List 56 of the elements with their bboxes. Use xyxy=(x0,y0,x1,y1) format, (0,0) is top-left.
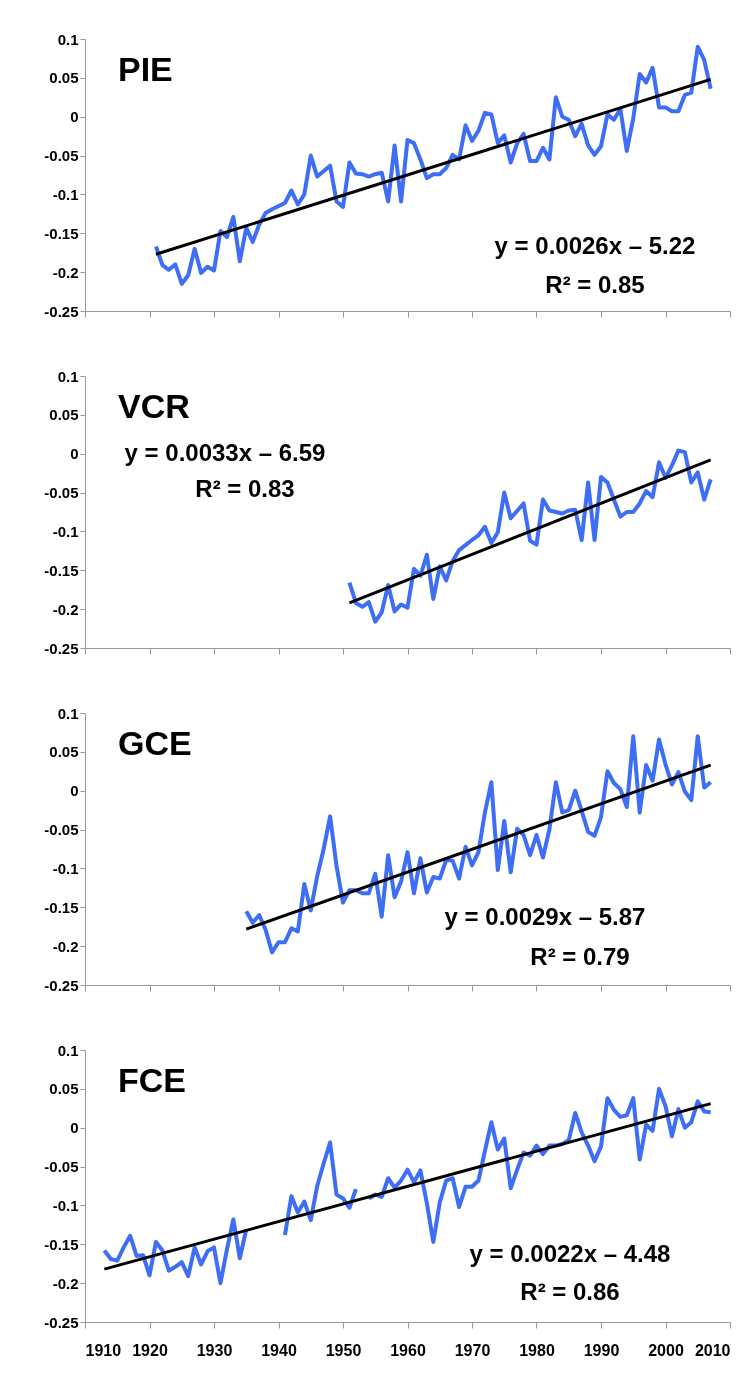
x-tick-label: 1980 xyxy=(519,1341,555,1359)
x-tick-label: 1960 xyxy=(390,1341,426,1359)
y-tick-label: -0.25 xyxy=(44,976,79,994)
x-tick-label: 1970 xyxy=(454,1341,491,1359)
y-tick-label: 0 xyxy=(70,445,79,463)
y-tick-label: 0 xyxy=(70,1119,79,1137)
chart-title: FCE xyxy=(118,1061,186,1099)
y-tick-label: -0.1 xyxy=(52,859,79,877)
y-tick-label: -0.15 xyxy=(44,898,79,916)
y-tick-label: 0.05 xyxy=(49,406,79,424)
y-tick-label: -0.05 xyxy=(44,484,79,502)
y-tick-label: -0.2 xyxy=(52,1274,79,1292)
y-tick-label: 0.1 xyxy=(57,367,79,385)
x-tick-label: 1920 xyxy=(132,1341,168,1359)
y-tick-label: 0 xyxy=(70,108,79,126)
y-tick-label: -0.05 xyxy=(44,821,79,839)
y-tick-label: -0.05 xyxy=(44,1158,79,1176)
annotation: R² = 0.85 xyxy=(545,271,645,298)
annotation: y = 0.0033x – 6.59 xyxy=(124,439,326,466)
y-tick-label: 0.05 xyxy=(49,743,79,761)
x-tick-label: 1940 xyxy=(261,1341,297,1359)
chart-title: GCE xyxy=(118,724,192,762)
y-tick-label: 0.1 xyxy=(57,30,79,48)
y-tick-label: -0.2 xyxy=(52,263,79,281)
y-tick-label: -0.25 xyxy=(44,302,79,320)
y-tick-label: -0.15 xyxy=(44,561,79,579)
y-tick-label: 0.1 xyxy=(57,1041,79,1059)
annotation: y = 0.0026x – 5.22 xyxy=(494,232,696,259)
chart-title: PIE xyxy=(118,50,173,88)
chart-title: VCR xyxy=(118,387,190,425)
y-tick-label: -0.05 xyxy=(44,147,79,165)
x-tick-label: 1910 xyxy=(85,1341,122,1359)
x-tick-label: 2000 xyxy=(648,1341,684,1359)
annotation: R² = 0.86 xyxy=(520,1278,620,1305)
y-tick-label: -0.25 xyxy=(44,1313,79,1331)
y-tick-label: 0 xyxy=(70,782,79,800)
x-tick-label: 1930 xyxy=(196,1341,233,1359)
y-tick-label: -0.15 xyxy=(44,224,79,242)
x-tick-label: 1990 xyxy=(583,1341,620,1359)
y-tick-label: -0.2 xyxy=(52,937,79,955)
annotation: R² = 0.79 xyxy=(530,943,630,970)
annotation: y = 0.0022x – 4.48 xyxy=(469,1240,671,1267)
line-series xyxy=(347,448,713,624)
x-tick-label: 2010 xyxy=(694,1341,731,1359)
y-tick-label: 0.05 xyxy=(49,1080,79,1098)
x-tick-label: 1950 xyxy=(325,1341,362,1359)
y-tick-label: -0.1 xyxy=(52,1196,79,1214)
y-tick-label: -0.1 xyxy=(52,522,79,540)
y-tick-label: 0.05 xyxy=(49,69,79,87)
y-tick-label: -0.15 xyxy=(44,1235,79,1253)
y-tick-label: -0.2 xyxy=(52,600,79,618)
y-tick-label: -0.1 xyxy=(52,185,79,203)
y-tick-label: -0.25 xyxy=(44,639,79,657)
y-tick-label: 0.1 xyxy=(57,704,79,722)
annotation: R² = 0.83 xyxy=(195,475,295,502)
annotation: y = 0.0029x – 5.87 xyxy=(444,903,646,930)
